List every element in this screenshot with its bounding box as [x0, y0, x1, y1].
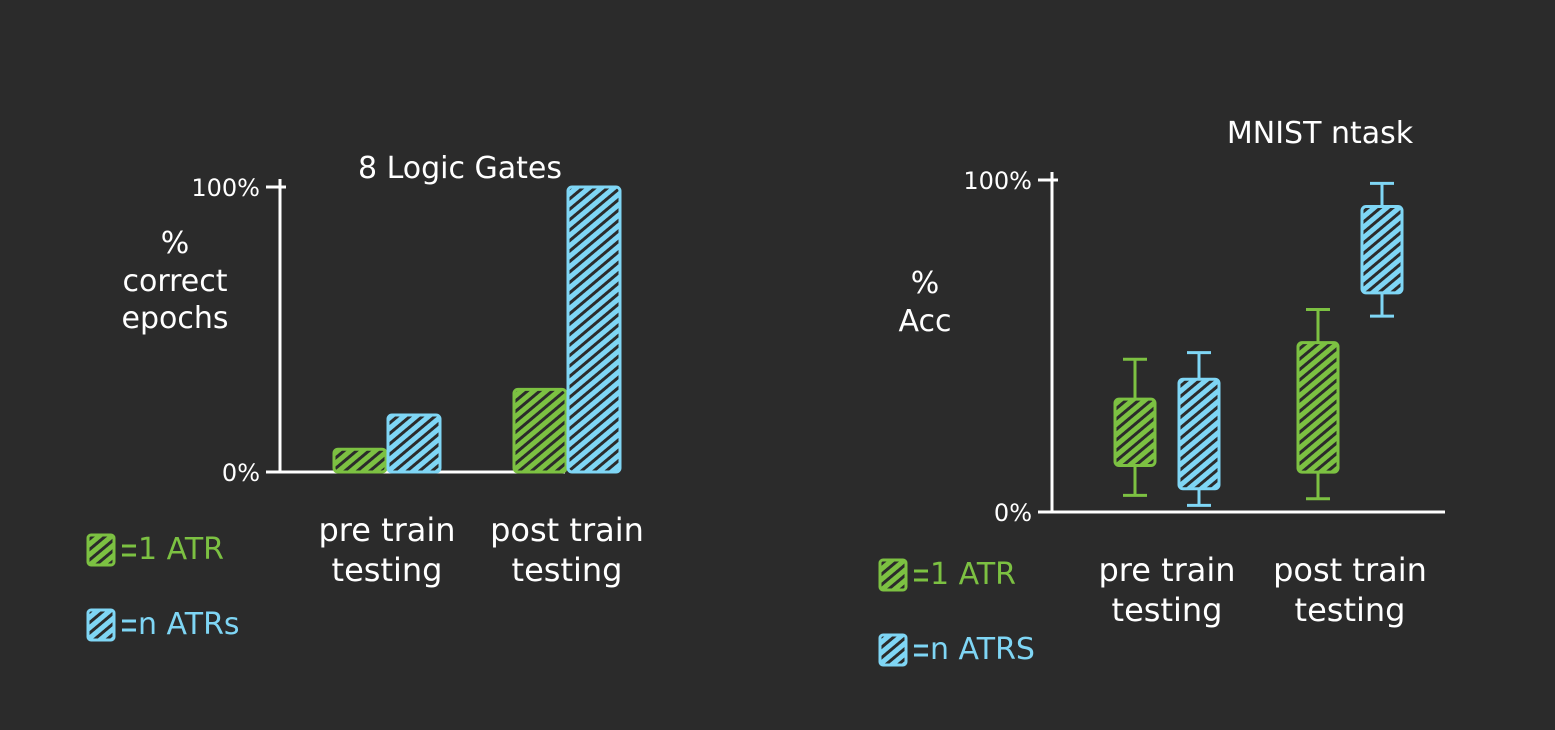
legend-swatch: [86, 608, 116, 642]
x-tick-label: pre train testing: [1098, 551, 1236, 629]
legend-label: n ATRs: [138, 607, 240, 642]
box: [1177, 377, 1221, 491]
legend-swatch: [878, 558, 908, 592]
chart-title: 8 Logic Gates: [357, 151, 563, 186]
legend-swatch: [878, 633, 908, 667]
box: [1113, 397, 1157, 468]
legend-label: 1 ATR: [930, 557, 1016, 592]
x-tick-label: post train testing: [490, 511, 644, 589]
y-tick-label: 100%: [963, 167, 1032, 195]
y-tick-label: 0%: [994, 499, 1032, 527]
x-tick-label: post train testing: [1273, 551, 1427, 629]
box: [1360, 205, 1404, 295]
legend-label: 1 ATR: [138, 532, 224, 567]
y-tick-label: 0%: [222, 459, 260, 487]
box: [1296, 341, 1340, 474]
bar: [566, 185, 622, 474]
bar: [332, 447, 388, 474]
bar: [386, 413, 442, 474]
legend-label: n ATRS: [930, 632, 1035, 667]
y-axis-label: % correct epochs: [121, 226, 229, 336]
bar: [512, 387, 568, 474]
y-tick-label: 100%: [191, 174, 260, 202]
x-tick-label: pre train testing: [318, 511, 456, 589]
chart-title: MNIST ntask: [1226, 116, 1414, 151]
legend-swatch: [86, 533, 116, 567]
y-axis-label: % Acc: [898, 266, 952, 339]
